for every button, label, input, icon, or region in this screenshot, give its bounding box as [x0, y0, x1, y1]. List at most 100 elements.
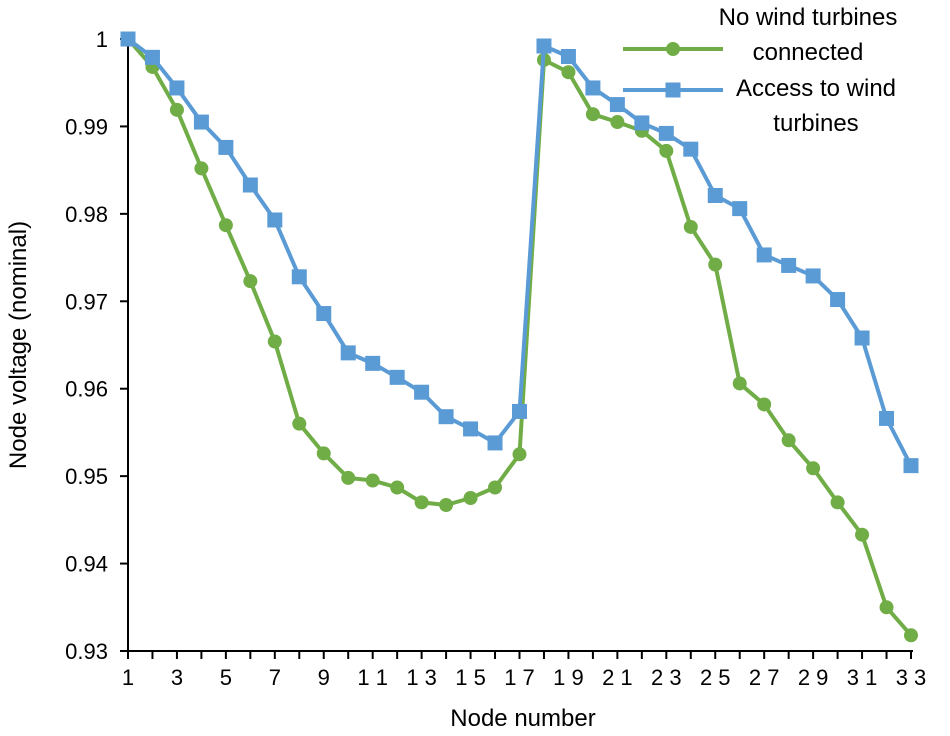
x-tick-label: 2 9 — [798, 665, 829, 690]
data-point — [487, 435, 503, 451]
data-point — [267, 212, 283, 228]
legend-marker-square — [665, 82, 681, 98]
data-point — [488, 480, 503, 495]
data-point — [707, 187, 723, 203]
data-point — [341, 470, 356, 485]
data-point — [683, 141, 699, 157]
data-point — [267, 334, 282, 349]
data-point — [879, 410, 895, 426]
y-axis-title: Node voltage (nominal) — [5, 221, 32, 469]
x-tick-label: 1 9 — [553, 665, 584, 690]
data-point — [708, 257, 723, 272]
data-point — [120, 31, 136, 47]
data-point — [389, 369, 405, 385]
x-tick-label: 5 — [220, 665, 232, 690]
data-point — [879, 600, 894, 615]
data-point — [414, 384, 430, 400]
data-point — [683, 219, 698, 234]
data-point — [365, 473, 380, 488]
y-tick-label: 0.93 — [65, 639, 108, 664]
x-tick-label: 7 — [269, 665, 281, 690]
data-point — [512, 403, 527, 419]
y-tick-label: 0.97 — [65, 289, 108, 314]
data-point — [830, 292, 846, 308]
x-tick-label: 1 3 — [406, 665, 437, 690]
x-tick-label: 2 5 — [700, 665, 731, 690]
data-point — [805, 268, 821, 284]
y-tick-label: 0.99 — [65, 114, 108, 139]
data-point — [536, 38, 552, 54]
x-tick-label: 1 7 — [504, 665, 535, 690]
data-point — [463, 421, 479, 437]
x-tick-label: 1 5 — [455, 665, 486, 690]
data-point — [365, 355, 381, 371]
data-point — [218, 218, 233, 233]
x-tick-label: 2 7 — [749, 665, 780, 690]
x-tick-label: 1 1 — [357, 665, 388, 690]
legend-label-line: No wind turbines — [719, 4, 898, 31]
legend-marker-circle — [666, 42, 680, 56]
x-tick-label: 2 3 — [651, 665, 682, 690]
data-point — [316, 306, 332, 322]
data-point — [585, 80, 601, 96]
data-point — [903, 458, 919, 474]
data-point — [806, 461, 821, 476]
data-point — [830, 495, 845, 510]
data-point — [438, 409, 454, 425]
data-point — [781, 257, 797, 273]
data-point — [193, 114, 209, 130]
data-point — [560, 48, 576, 64]
y-tick-label: 0.98 — [65, 202, 108, 227]
legend-item-no-wind: No wind turbines connected — [623, 4, 897, 66]
x-tick-label: 1 — [122, 665, 134, 690]
y-tick-label: 1 — [96, 27, 108, 52]
data-point — [904, 628, 918, 643]
data-point — [316, 446, 331, 461]
data-point — [463, 491, 478, 505]
legend-label-line: Access to wind — [736, 75, 896, 102]
data-point — [169, 80, 185, 96]
data-point — [781, 433, 796, 448]
data-point — [855, 527, 870, 542]
x-tick-label: 9 — [318, 665, 330, 690]
x-tick-label: 3 — [171, 665, 183, 690]
data-point — [659, 143, 674, 158]
data-point — [732, 376, 747, 391]
data-point — [658, 125, 674, 141]
data-point — [218, 139, 234, 155]
data-point — [757, 397, 772, 412]
data-point — [732, 201, 748, 217]
data-point — [414, 495, 429, 510]
data-point — [756, 247, 772, 263]
legend: No wind turbines connected Access to wind t… — [623, 4, 897, 137]
y-ticks: 0.93 0.94 0.95 0.96 0.97 0.98 0.99 1 — [65, 27, 128, 664]
series-layer — [120, 31, 919, 643]
data-point — [610, 115, 625, 130]
y-tick-label: 0.94 — [65, 552, 108, 577]
data-point — [854, 330, 870, 346]
x-axis-title: Node number — [450, 705, 595, 732]
data-point — [242, 177, 258, 193]
legend-label-line: connected — [753, 39, 864, 66]
x-tick-label: 2 1 — [602, 665, 633, 690]
data-point — [243, 274, 258, 289]
data-point — [169, 102, 184, 117]
data-point — [291, 269, 307, 285]
data-point — [144, 49, 160, 65]
data-point — [194, 161, 209, 176]
x-tick-label: 3 1 — [847, 665, 878, 690]
legend-label-line: turbines — [773, 110, 858, 137]
x-tick-label: 3 3 — [896, 665, 927, 690]
data-point — [609, 97, 625, 113]
legend-item-wind-access: Access to wind turbines — [623, 75, 896, 137]
y-tick-label: 0.95 — [65, 464, 108, 489]
data-point — [512, 447, 527, 462]
series-line-wind-access — [126, 37, 913, 467]
data-point — [585, 107, 600, 122]
data-point — [634, 115, 650, 131]
data-point — [561, 65, 576, 80]
series-wind-access — [120, 31, 919, 474]
